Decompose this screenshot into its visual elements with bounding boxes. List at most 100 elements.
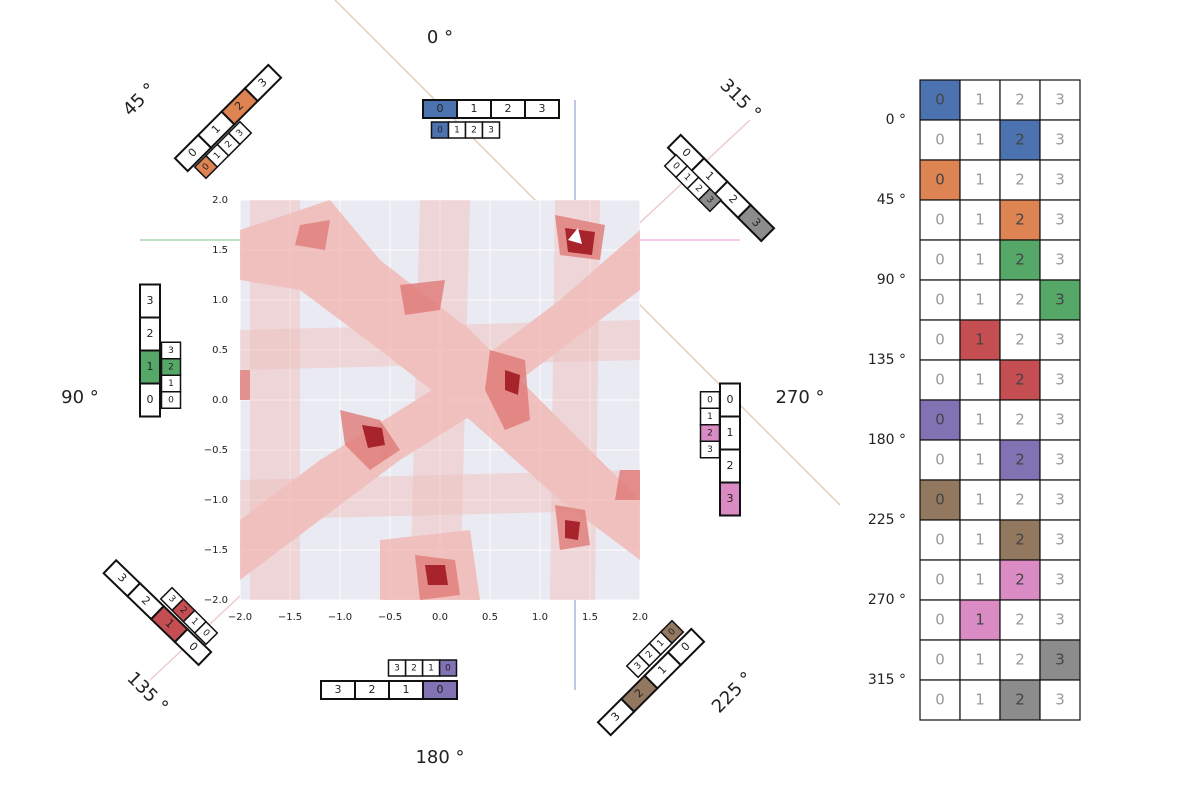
table-cell-label: 1 xyxy=(975,451,985,469)
table-cell-label: 1 xyxy=(975,531,985,549)
table-cell xyxy=(959,199,1001,241)
strip-cell-label: 2 xyxy=(471,126,477,136)
marker xyxy=(568,228,582,244)
table-cell-label: 2 xyxy=(1015,131,1025,149)
strip-cell xyxy=(139,283,161,319)
strip-cell-label: 3 xyxy=(394,664,400,674)
y-tick-label: −0.5 xyxy=(204,445,228,456)
table-cell-label: 3 xyxy=(1055,211,1065,229)
strip-cell-label: 0 xyxy=(670,161,681,172)
y-tick-label: 1.0 xyxy=(212,295,228,306)
table-cell-label: 0 xyxy=(935,131,945,149)
table-cell-label: 2 xyxy=(1015,451,1025,469)
x-tick-label: 1.0 xyxy=(532,612,548,623)
table-cell xyxy=(1039,559,1081,601)
strip-cell-label: 1 xyxy=(189,616,200,627)
table-cell-label: 3 xyxy=(1055,611,1065,629)
strip-cell-label: 0 xyxy=(201,162,212,173)
strip-cell-label: 2 xyxy=(177,605,188,616)
strip-cell-label: 3 xyxy=(166,594,177,605)
strip-cell-label: 3 xyxy=(704,195,715,206)
table-cell-label: 3 xyxy=(1055,171,1065,189)
y-tick-label: −1.5 xyxy=(204,545,228,556)
strip-cell-label: 1 xyxy=(454,126,460,136)
table-cell xyxy=(959,439,1001,481)
direction-label: 135 ° xyxy=(123,668,173,718)
table-cell xyxy=(1039,279,1081,321)
table-cell-label: 3 xyxy=(1055,131,1065,149)
strip-cell xyxy=(160,341,182,360)
y-tick-label: −1.0 xyxy=(204,495,228,506)
strip-cell-label: 3 xyxy=(235,128,246,139)
strip-cell-label: 0 xyxy=(168,396,174,406)
table-cell-label: 2 xyxy=(1015,651,1025,669)
direction-label: 180 ° xyxy=(415,747,464,768)
table-cell-label: 0 xyxy=(935,251,945,269)
table-cell xyxy=(999,399,1041,441)
table-cell xyxy=(959,479,1001,521)
strip-cell-label: 3 xyxy=(335,683,342,696)
table-cell xyxy=(959,79,1001,121)
table-cell xyxy=(959,519,1001,561)
strip-cell-label: 2 xyxy=(644,649,655,660)
table-cell-label: 0 xyxy=(935,611,945,629)
table-cell-label: 0 xyxy=(935,331,945,349)
direction-label: 45 ° xyxy=(119,79,160,120)
table-cell-label: 1 xyxy=(975,611,985,629)
strip-cell-label: 0 xyxy=(200,628,211,639)
table-cell-label: 1 xyxy=(975,691,985,709)
strip-cell-label: 1 xyxy=(212,150,223,161)
table-cell xyxy=(919,479,961,521)
table-cell-label: 1 xyxy=(975,651,985,669)
strip-cell-label: 0 xyxy=(667,627,678,638)
table-row-label: 180 ° xyxy=(868,432,906,448)
x-tick-label: 0.0 xyxy=(432,612,448,623)
strip-cell xyxy=(243,63,283,103)
table-cell xyxy=(959,399,1001,441)
table-cell-label: 0 xyxy=(935,371,945,389)
strip-cell-label: 3 xyxy=(727,492,734,505)
strip-cell-label: 3 xyxy=(147,294,154,307)
y-tick-label: −2.0 xyxy=(204,595,228,606)
table-cell-label: 3 xyxy=(1055,91,1065,109)
table-cell-label: 1 xyxy=(975,411,985,429)
table-cell xyxy=(959,559,1001,601)
strip-cell-label: 2 xyxy=(411,664,417,674)
strip-cell-label: 1 xyxy=(727,426,734,439)
strip-cell-label: 1 xyxy=(471,102,478,115)
strip-cell-label: 1 xyxy=(428,664,434,674)
table-cell-label: 0 xyxy=(935,491,945,509)
table-cell-label: 3 xyxy=(1055,571,1065,589)
direction-label: 225 ° xyxy=(708,668,758,718)
table-cell-label: 1 xyxy=(975,491,985,509)
table-row-label: 0 ° xyxy=(886,112,906,128)
table-cell xyxy=(1039,599,1081,641)
table-cell-label: 3 xyxy=(1055,371,1065,389)
table-cell-label: 0 xyxy=(935,211,945,229)
strip-cell-label: 1 xyxy=(681,172,692,183)
table-cell xyxy=(919,519,961,561)
dynamic-layer: −2.0 −1.5 −1.0 −0.5 0.0 0.5 1.0 1.5 2.0 −2.0 −1.5 −… xyxy=(61,27,1081,768)
strip-cell-label: 2 xyxy=(223,139,234,150)
table-cell-label: 1 xyxy=(975,131,985,149)
table-cell-label: 3 xyxy=(1055,251,1065,269)
table-cell xyxy=(999,319,1041,361)
x-tick-label: 2.0 xyxy=(632,612,648,623)
table-cell-label: 2 xyxy=(1015,411,1025,429)
table-cell xyxy=(919,639,961,681)
table-row-label: 270 ° xyxy=(868,592,906,608)
table-cell xyxy=(959,639,1001,681)
table-cell xyxy=(1039,519,1081,561)
table-cell xyxy=(999,679,1041,721)
strip-cell-label: 0 xyxy=(147,393,154,406)
table-cell-label: 2 xyxy=(1015,571,1025,589)
strip-cell xyxy=(159,586,185,612)
table-cell xyxy=(919,159,961,201)
table-cell xyxy=(1039,119,1081,161)
